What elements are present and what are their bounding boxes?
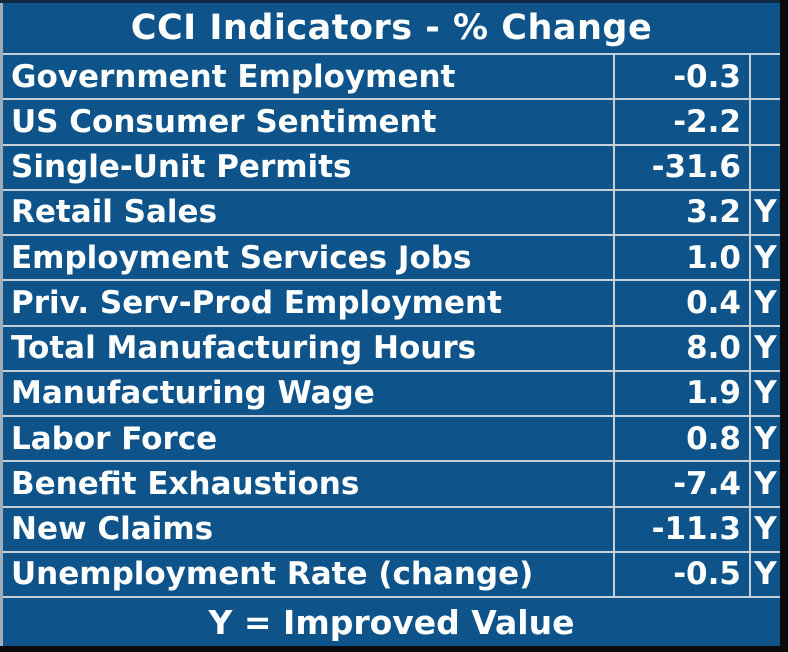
table-row: Retail Sales 3.2 Y [0, 188, 786, 237]
table-row: New Claims -11.3 Y [0, 505, 786, 553]
indicator-value: -7.4 [612, 460, 751, 508]
improved-flag: Y [748, 550, 786, 599]
indicator-label: Benefit Exhaustions [0, 460, 615, 508]
table-row: Labor Force 0.8 Y [0, 414, 786, 463]
improved-flag: Y [748, 369, 786, 418]
table-row: Single-Unit Permits -31.6 [0, 143, 786, 191]
improved-flag: Y [748, 188, 786, 237]
table-row: Unemployment Rate (change) -0.5 Y [0, 550, 786, 599]
indicator-label: Manufacturing Wage [0, 369, 615, 418]
improved-flag: Y [748, 505, 786, 553]
indicator-value: -0.5 [612, 550, 751, 599]
table-title: CCI Indicators - % Change [0, 0, 785, 55]
table-body: Government Employment -0.3 US Consumer S… [0, 52, 786, 599]
indicator-label: Priv. Serv-Prod Employment [0, 279, 615, 327]
indicator-label: US Consumer Sentiment [0, 98, 615, 146]
indicator-value: 3.2 [612, 188, 751, 237]
improved-flag [748, 52, 786, 101]
indicator-label: Total Manufacturing Hours [0, 324, 615, 372]
indicator-value: 8.0 [612, 324, 751, 372]
indicator-label: Retail Sales [0, 188, 615, 237]
footnote-row: Y = Improved Value [0, 596, 785, 650]
improved-flag [748, 143, 786, 191]
indicator-value: 0.8 [612, 414, 751, 463]
indicator-label: Unemployment Rate (change) [0, 550, 615, 599]
table-row: Government Employment -0.3 [0, 52, 786, 101]
indicator-label: New Claims [0, 505, 615, 553]
improved-flag: Y [748, 460, 786, 508]
table-row: US Consumer Sentiment -2.2 [0, 98, 786, 146]
table-row: Manufacturing Wage 1.9 Y [0, 369, 786, 418]
table-footnote: Y = Improved Value [0, 596, 785, 650]
improved-flag: Y [748, 414, 786, 463]
improved-flag: Y [748, 324, 786, 372]
title-row: CCI Indicators - % Change [0, 0, 785, 55]
indicator-label: Labor Force [0, 414, 615, 463]
indicator-value: 1.0 [612, 233, 751, 282]
indicator-value: 1.9 [612, 369, 751, 418]
indicator-label: Employment Services Jobs [0, 233, 615, 282]
indicator-value: -0.3 [612, 52, 751, 101]
table-row: Employment Services Jobs 1.0 Y [0, 233, 786, 282]
improved-flag [748, 98, 786, 146]
improved-flag: Y [748, 233, 786, 282]
indicator-label: Government Employment [0, 52, 615, 101]
indicator-value: -31.6 [612, 143, 751, 191]
table-row: Priv. Serv-Prod Employment 0.4 Y [0, 279, 786, 327]
table-row: Total Manufacturing Hours 8.0 Y [0, 324, 786, 372]
improved-flag: Y [748, 279, 786, 327]
indicator-label: Single-Unit Permits [0, 143, 615, 191]
table-row: Benefit Exhaustions -7.4 Y [0, 460, 786, 508]
indicator-value: -2.2 [612, 98, 751, 146]
indicator-value: 0.4 [612, 279, 751, 327]
indicator-value: -11.3 [612, 505, 751, 553]
